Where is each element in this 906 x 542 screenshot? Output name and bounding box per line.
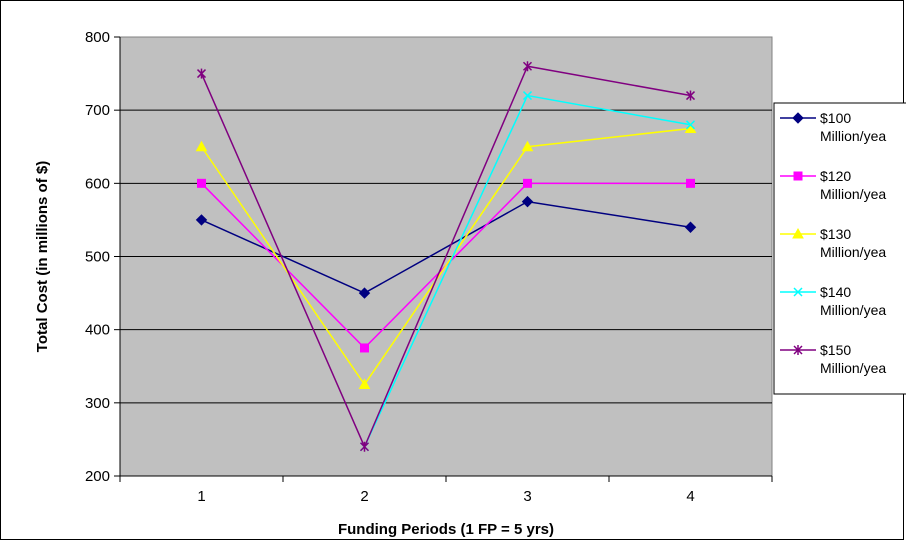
x-axis: 1 2 3 4 [119, 475, 773, 505]
data-point [685, 120, 696, 130]
data-point [360, 343, 369, 353]
legend-label-line1: $130 [820, 226, 851, 242]
legend-marker [793, 345, 803, 355]
legend-label-line2: Million/yea [820, 360, 886, 376]
data-point [522, 91, 533, 101]
y-tick-label: 300 [85, 395, 110, 412]
series-5 [196, 61, 696, 452]
data-point [521, 195, 534, 208]
legend-label-line1: $100 [820, 110, 851, 126]
legend-label-line2: Million/yea [820, 244, 886, 260]
y-tick-label: 400 [85, 322, 110, 339]
legend-item-5: $150 Million/yea [780, 342, 886, 376]
y-tick-label: 800 [85, 29, 110, 46]
data-point [195, 140, 208, 152]
legend-label-line2: Million/yea [820, 128, 886, 144]
data-point [196, 68, 207, 79]
x-axis-title: Funding Periods (1 FP = 5 yrs) [338, 521, 554, 538]
x-tick-label: 1 [197, 488, 205, 505]
series-1 [195, 195, 697, 299]
data-point [521, 140, 534, 152]
series-group [195, 61, 697, 452]
legend-item-3: $130 Million/yea [780, 226, 886, 260]
series-line [201, 200, 691, 294]
legend-box [773, 102, 906, 395]
data-point [686, 178, 695, 188]
y-axis: 200 300 400 500 600 700 800 [85, 29, 121, 485]
x-tick-label: 4 [686, 488, 694, 505]
legend-item-1: $100 Million/yea [780, 110, 886, 144]
series-line [200, 127, 691, 386]
legend-label-line1: $120 [820, 168, 851, 184]
x-tick-label: 2 [360, 488, 368, 505]
data-point [523, 178, 532, 188]
legend-label-line1: $150 [820, 342, 851, 358]
data-point [358, 287, 371, 299]
data-point [359, 441, 370, 452]
y-tick-label: 500 [85, 249, 110, 266]
y-tick-label: 200 [85, 468, 110, 485]
data-point [522, 61, 533, 72]
data-point [358, 378, 371, 390]
series-3 [195, 122, 697, 390]
legend-marker [792, 112, 804, 124]
data-point [195, 214, 208, 226]
legend-marker [793, 287, 803, 297]
legend-item-4: $140 Million/yea [780, 284, 886, 318]
y-tick-label: 700 [85, 102, 110, 119]
data-point [685, 90, 696, 101]
x-tick-label: 3 [523, 488, 531, 505]
data-point [684, 221, 697, 233]
legend-item-2: $120 Million/yea [780, 168, 886, 202]
legend-label-line1: $140 [820, 284, 851, 300]
y-tick-label: 600 [85, 175, 110, 192]
legend-label-line2: Million/yea [820, 186, 886, 202]
legend-label-line2: Million/yea [820, 302, 886, 318]
y-axis-title: Total Cost (in millions of $) [34, 161, 51, 352]
series-line [200, 65, 691, 449]
data-point [197, 178, 206, 188]
legend-marker [793, 171, 803, 181]
legend-marker [792, 227, 804, 239]
legend: $100 Million/yea $120 Million/yea $130 Millio… [773, 102, 906, 395]
